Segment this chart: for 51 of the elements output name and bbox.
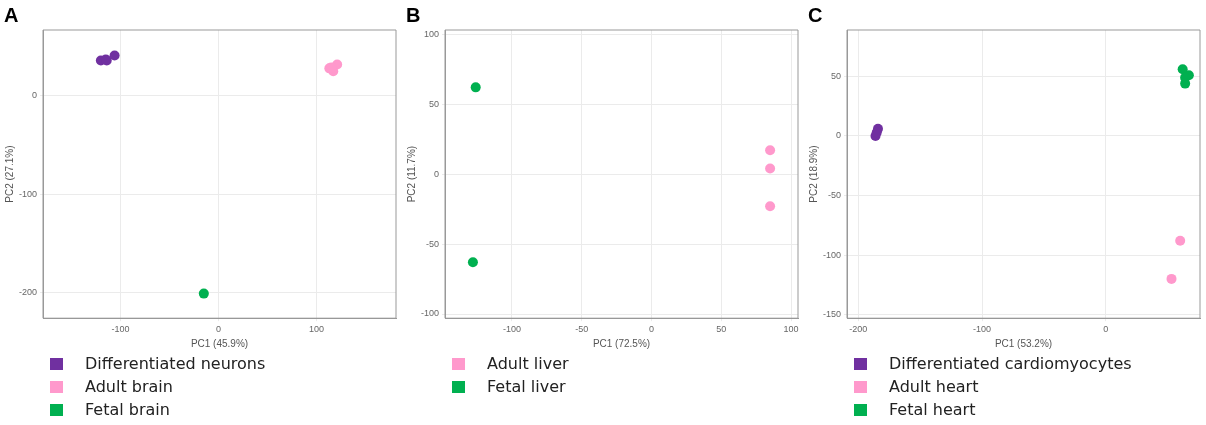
y-tick-label: -50 — [828, 190, 842, 201]
x-tick-label: -50 — [575, 324, 589, 335]
x-tick-label: 100 — [783, 324, 799, 335]
x-tick-label: 100 — [309, 324, 325, 335]
x-tick-label: 0 — [649, 324, 655, 335]
point — [765, 201, 776, 212]
x-tick-label: -200 — [849, 324, 868, 335]
y-tick-label: -100 — [19, 188, 38, 199]
legend-label: Adult liver — [487, 354, 569, 373]
chart-title: C — [808, 3, 823, 26]
x-axis-title: PC1 (45.9%) — [190, 337, 249, 349]
point — [467, 257, 478, 268]
legend-label: Fetal liver — [487, 377, 566, 396]
y-tick-label: -150 — [823, 309, 842, 320]
chart-title: B — [406, 3, 421, 26]
y-tick-label: 0 — [434, 168, 440, 179]
y-axis-title: PC2 (11.7%) — [405, 145, 417, 203]
point — [109, 50, 120, 61]
legend-label: Adult brain — [85, 377, 173, 396]
point — [765, 145, 776, 156]
point — [1166, 273, 1177, 284]
point — [765, 163, 776, 174]
x-tick-label: 50 — [716, 324, 727, 335]
x-tick-label: -100 — [973, 324, 992, 335]
y-tick-label: 0 — [32, 90, 38, 101]
y-tick-label: 50 — [831, 70, 842, 81]
x-axis-title: PC1 (72.5%) — [592, 337, 651, 349]
legend-label: Fetal heart — [889, 400, 976, 419]
y-tick-label: -100 — [421, 308, 440, 319]
point — [1175, 235, 1186, 246]
legend-label: Adult heart — [889, 377, 979, 396]
y-tick-label: 50 — [429, 98, 440, 109]
chart-title: A — [4, 3, 19, 26]
legend-label: Differentiated neurons — [85, 354, 266, 373]
point — [1177, 64, 1188, 75]
y-tick-label: -50 — [426, 238, 440, 249]
y-axis-title: PC2 (27.1%) — [3, 145, 15, 203]
y-tick-label: -200 — [19, 287, 38, 298]
x-axis-title: PC1 (53.2%) — [994, 337, 1053, 349]
x-tick-label: 0 — [1103, 324, 1109, 335]
y-tick-label: 100 — [423, 28, 440, 39]
x-tick-label: -100 — [111, 324, 130, 335]
y-tick-label: -100 — [823, 249, 842, 260]
x-tick-label: 0 — [216, 324, 222, 335]
x-tick-label: -100 — [502, 324, 521, 335]
point — [470, 82, 481, 93]
legend-label: Fetal brain — [85, 400, 170, 419]
legend-label: Differentiated cardiomyocytes — [889, 354, 1132, 373]
point — [198, 288, 209, 299]
y-tick-label: 0 — [836, 130, 842, 141]
y-axis-title: PC2 (18.9%) — [807, 145, 819, 203]
